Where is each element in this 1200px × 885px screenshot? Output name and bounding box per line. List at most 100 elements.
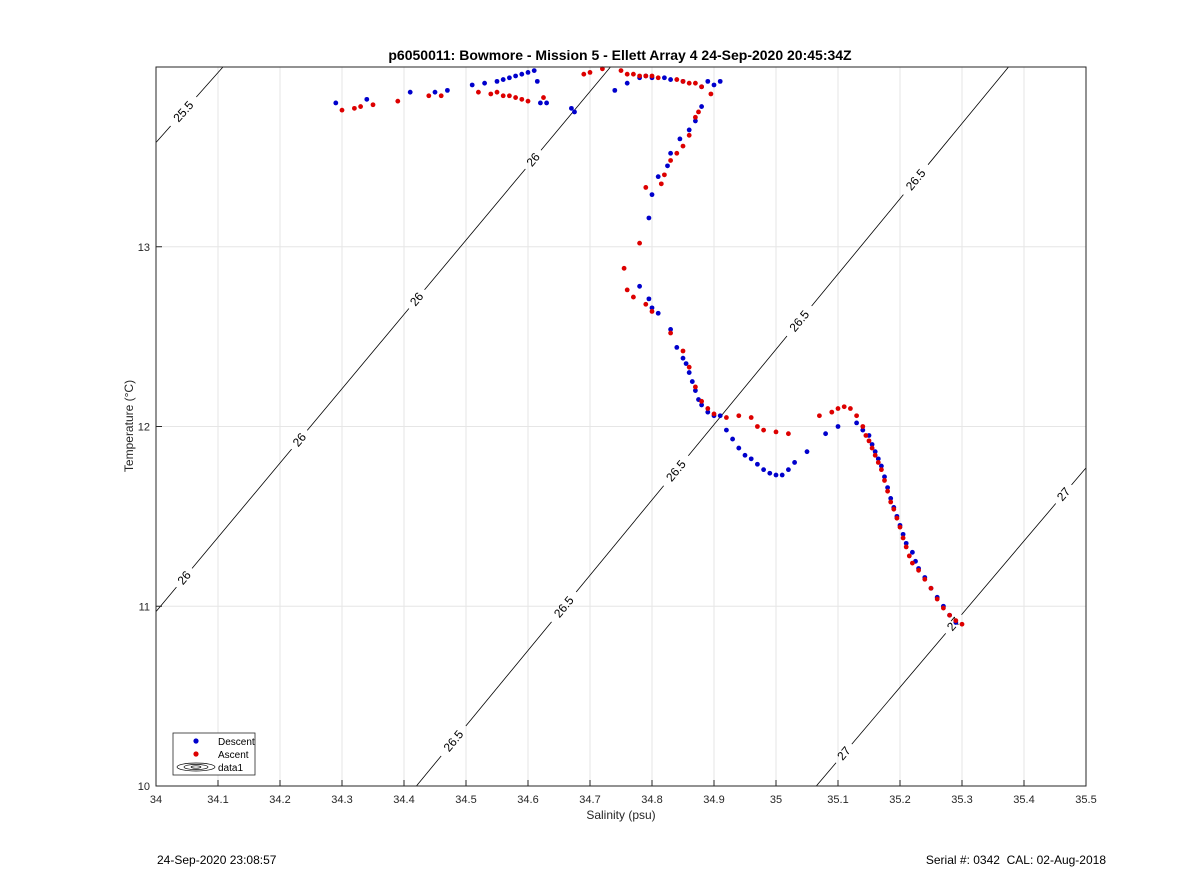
ascent-point [894, 515, 900, 521]
grid [155, 67, 1087, 787]
contour-line-27 [1071, 467, 1087, 486]
descent-point [686, 127, 692, 133]
descent-point [903, 540, 909, 546]
descent-point [705, 409, 711, 415]
descent-point [882, 474, 887, 480]
descent-point [779, 472, 785, 478]
ascent-point [618, 68, 624, 73]
ascent-point [928, 585, 934, 591]
footer-timestamp: 24-Sep-2020 23:08:57 [157, 853, 277, 867]
x-tick-label: 35.2 [889, 794, 910, 806]
ascent-point [934, 596, 940, 602]
descent-point [680, 355, 686, 361]
ascent-point [748, 415, 754, 420]
descent-point [910, 549, 915, 555]
x-tick-label: 35.4 [1013, 794, 1034, 806]
y-tick-label: 11 [139, 601, 150, 613]
ascent-point [426, 93, 432, 99]
descent-point [624, 80, 630, 86]
ascent-point [786, 431, 791, 437]
legend-ascent-label: Ascent [218, 750, 249, 761]
x-tick-label: 34.2 [269, 794, 290, 806]
x-tick-label: 35.5 [1075, 794, 1096, 806]
ascent-point [587, 69, 593, 75]
descent-point [525, 69, 531, 75]
ascent-point [674, 77, 680, 82]
descent-point [519, 71, 525, 77]
descent-point [655, 310, 661, 316]
ascent-point [631, 71, 636, 77]
descent-point [494, 78, 500, 84]
ascent-point [513, 95, 518, 100]
ascent-point [358, 104, 363, 109]
x-tick-label: 34.5 [455, 794, 476, 806]
ascent-point [581, 71, 587, 77]
ascent-point [643, 301, 649, 307]
descent-point [507, 75, 512, 81]
contour-line-26.5 [688, 335, 788, 457]
contour-line-26.5 [811, 194, 904, 307]
ascent-point [866, 438, 872, 444]
legend-descent-label: Descent [218, 737, 255, 748]
ascent-point [621, 265, 627, 271]
ascent-point [903, 544, 909, 550]
contour-line-26.5 [416, 755, 442, 787]
ascent-point [773, 429, 779, 435]
legend: Descent Ascent data1 [172, 732, 256, 776]
descent-point [538, 100, 543, 106]
ascent-point [668, 330, 673, 336]
ascent-point [879, 467, 884, 473]
descent-point [674, 345, 680, 350]
descent-point [655, 174, 661, 180]
descent-point [572, 109, 577, 115]
ascent-point [541, 95, 546, 100]
descent-point [835, 424, 841, 429]
descent-point [823, 431, 828, 437]
axis-ticks: 34 34.1 34.2 34.3 34.4 34.5 34.6 34.7 34.8 34.9 35… [138, 242, 1097, 806]
ascent-point [668, 158, 673, 163]
descent-point [665, 163, 670, 169]
descent-point [879, 463, 884, 469]
ascent-point [841, 404, 847, 410]
ascent-point [476, 89, 481, 95]
descent-point [767, 470, 773, 476]
ascent-point [637, 73, 642, 79]
descent-point [500, 77, 506, 82]
descent-point [668, 327, 673, 332]
x-tick-label: 34.4 [393, 794, 414, 806]
ascent-point [395, 98, 401, 104]
ascent-point [624, 287, 630, 293]
descent-point [637, 283, 642, 289]
x-tick-label: 34 [150, 794, 162, 806]
ascent-point [891, 506, 897, 512]
legend-contour-icon [176, 762, 216, 772]
descent-point [686, 370, 692, 375]
descent-point [668, 77, 673, 82]
ascent-point [680, 143, 686, 149]
descent-point [683, 361, 689, 366]
contour-line-25.5 [155, 125, 171, 143]
ascent-point [705, 406, 711, 411]
descent-point [693, 388, 698, 393]
ascent-point [875, 460, 881, 465]
descent-point [649, 305, 655, 311]
descent-point [544, 100, 549, 106]
ascent-point [953, 618, 959, 624]
descent-point [482, 80, 487, 86]
descent-point [761, 467, 766, 473]
descent-point [569, 105, 574, 111]
footer-serial-cal: Serial #: 0342 CAL: 02-Aug-2018 [925, 853, 1106, 867]
ascent-point [693, 114, 698, 120]
legend-data1-label: data1 [218, 763, 243, 774]
contour-line-26 [191, 448, 292, 569]
x-tick-label: 34.3 [331, 794, 352, 806]
descent-point [875, 456, 881, 462]
ascent-point [959, 621, 965, 627]
ascent-point [494, 89, 500, 95]
y-tick-label: 10 [138, 781, 150, 793]
ascent-point [755, 424, 760, 429]
x-tick-label: 34.8 [641, 794, 662, 806]
ascent-point [674, 150, 680, 156]
descent-point [804, 449, 810, 455]
ascent-point [708, 91, 714, 97]
